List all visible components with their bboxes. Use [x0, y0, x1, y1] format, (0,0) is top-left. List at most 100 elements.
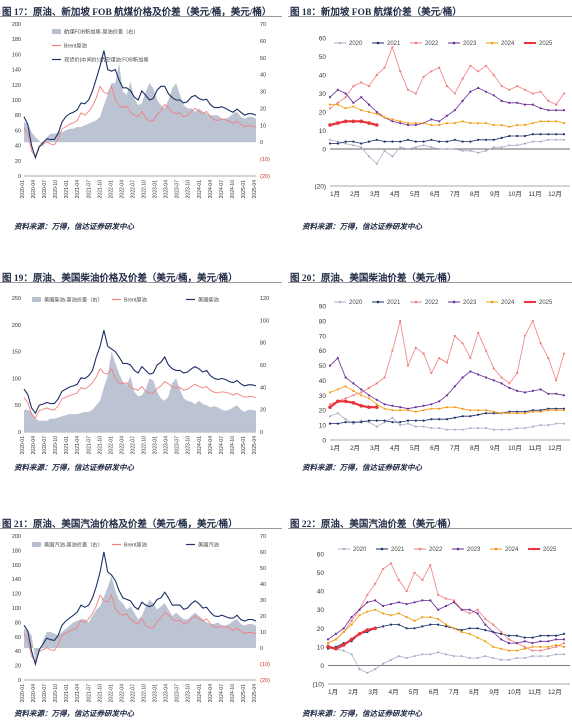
series-point-2022 [414, 346, 417, 349]
y-tick-label: 20 [15, 159, 21, 165]
series-point-2024 [562, 409, 566, 412]
x-tick-label: 2021-01 [64, 684, 70, 703]
series-point-2022 [399, 319, 402, 322]
series-point-2023 [508, 386, 511, 389]
series-point-2022 [344, 96, 347, 99]
chart-title: 图 19：原油、美国柴油价格及价差（美元/桶，美元/桶） [2, 274, 238, 284]
y2-tick-label: 0 [260, 646, 263, 652]
y-tick-label: 250 [12, 296, 21, 302]
series-point-2020 [547, 655, 550, 658]
series-point-2022 [516, 371, 519, 375]
x-tick-label: 8月 [470, 190, 480, 198]
x-tick-label: 2025-04 [252, 436, 258, 455]
series-point-2021 [445, 418, 449, 421]
series-point-2025 [326, 645, 330, 649]
y2-tick-label: 40 [260, 582, 266, 588]
series-point-2020 [399, 424, 402, 427]
legend-label: 美国汽油 [198, 541, 219, 549]
series-point-2022 [469, 64, 472, 67]
panel-gasoline-price: 图 21：原油、美国汽油价格及价差（美元/桶，美元/桶） 0 20 40 60 80 10… [0, 512, 282, 722]
series-point-2021 [430, 418, 433, 421]
series-point-2023 [360, 388, 363, 391]
series-point-2025 [351, 119, 356, 124]
y-tick-label: 140 [12, 577, 21, 583]
series-point-2020 [539, 424, 542, 427]
chart-jet-fuel-price: 0 20 40 60 80 100 120 140 160 180 200 (20) (10) 0 10 20… [12, 22, 270, 199]
series-point-2021 [344, 140, 347, 143]
series-point-2022 [430, 371, 433, 375]
x-tick-label: 6月 [430, 190, 440, 198]
series-point-2021 [562, 133, 566, 136]
series-point-2023 [500, 382, 503, 385]
x-tick-label: 8月 [470, 444, 480, 452]
x-tick-label: 10月 [508, 688, 522, 696]
series-point-2022 [453, 92, 456, 95]
series-point-2022 [397, 578, 400, 582]
x-tick-label: 2022-04 [119, 684, 125, 703]
series-point-2022 [516, 85, 519, 88]
series-point-2023 [326, 638, 330, 641]
series-point-2023 [484, 623, 487, 626]
legend-label-2024: 2024 [505, 547, 519, 553]
y-tick-label: 100 [12, 376, 21, 382]
y-tick-label: 40 [319, 73, 327, 80]
series-point-2020 [492, 146, 495, 149]
x-tick-label: 6月 [430, 444, 440, 452]
series-point-2023 [406, 123, 410, 127]
x-tick-label: 2024-07 [219, 436, 225, 455]
x-tick-label: 2021-07 [86, 180, 92, 199]
y2-tick-label: 10 [260, 630, 266, 636]
series-point-2023 [460, 608, 463, 611]
x-tick-label: 2022-10 [142, 436, 148, 455]
legend-label: 美国柴油 [198, 296, 219, 304]
x-tick-label: 2021-04 [75, 684, 81, 703]
legend-label: Brent原油 [124, 296, 147, 304]
panel-jet-fuel-price: 图 17：原油、新加坡 FOB 航煤价格及价差（美元/桶，美元/桶） 0 20 40… [0, 0, 282, 240]
series-point-2024 [389, 614, 392, 617]
series-point-2025 [375, 123, 379, 127]
series-point-2020 [500, 146, 503, 149]
x-tick-label: 9月 [490, 444, 500, 452]
series-point-2023 [352, 101, 355, 104]
series-point-2023 [358, 608, 361, 611]
series-point-2024 [445, 406, 449, 409]
source-note: 资料来源：万得，信达证券研发中心 [302, 222, 422, 231]
series-point-2021 [507, 634, 510, 637]
series-point-2022 [444, 597, 448, 600]
series-point-2021 [484, 412, 488, 415]
x-tick-label: 2023-10 [186, 436, 192, 455]
series-point-2023 [453, 109, 456, 112]
brent-line-series [23, 593, 257, 663]
x-tick-label: 1月 [328, 688, 338, 696]
series-point-2020 [539, 655, 542, 658]
series-point-2020 [399, 146, 402, 149]
series-point-2022 [492, 367, 495, 370]
y2-tick-label: 50 [260, 56, 266, 62]
series-point-2024 [326, 642, 330, 645]
series-point-2020 [382, 662, 385, 665]
series-point-2024 [391, 409, 394, 412]
series-point-2021 [421, 625, 424, 628]
series-point-2020 [336, 412, 339, 415]
series-point-2023 [344, 92, 347, 95]
series-point-2020 [391, 416, 394, 419]
series-point-2022 [500, 630, 503, 634]
x-tick-label: 2021-01 [64, 180, 70, 199]
series-point-2022 [383, 376, 386, 379]
series-point-2020 [492, 656, 495, 660]
series-point-2022 [562, 642, 566, 645]
legend-swatch-spread [32, 542, 41, 547]
x-tick-label: 11月 [528, 190, 541, 198]
series-line-2021 [327, 624, 565, 650]
series-point-2020 [413, 655, 416, 658]
series-point-2023 [334, 632, 337, 635]
series-point-2024 [453, 122, 456, 125]
series-point-2022 [352, 394, 355, 397]
series-point-2022 [469, 357, 472, 360]
panel-jet-fuel-spread: 图 18：新加坡 FOB 航煤价差（美元/桶） (20) 0 10 20 30 40 50 6… [288, 0, 572, 240]
series-point-2020 [438, 427, 441, 430]
series-point-2025 [341, 643, 346, 647]
series-point-2020 [547, 424, 550, 427]
series-point-2021 [516, 134, 519, 138]
title-rule [288, 282, 572, 283]
